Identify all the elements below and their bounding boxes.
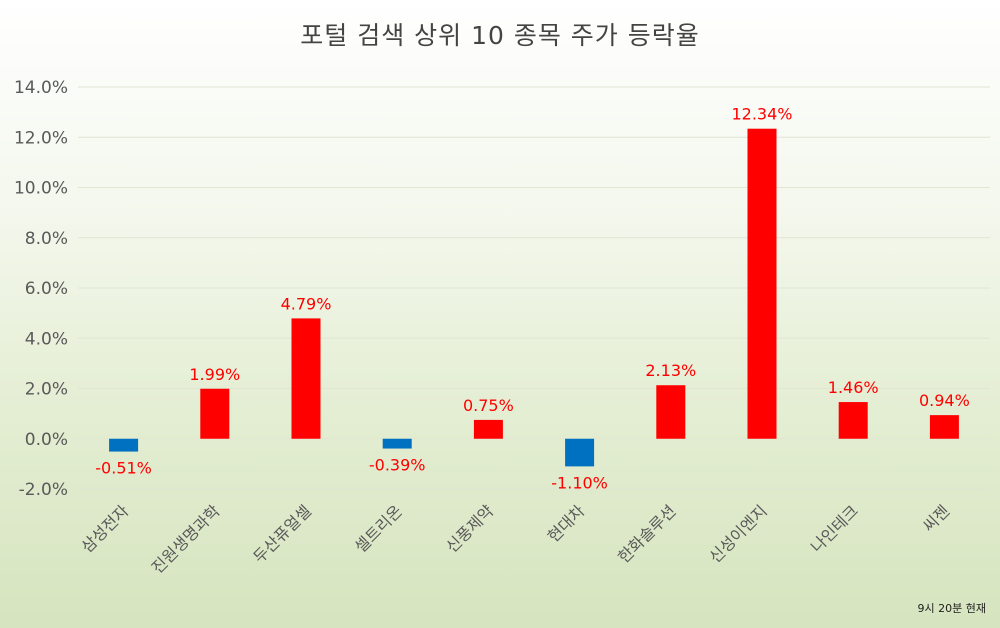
y-tick-label: 2.0% bbox=[25, 380, 68, 400]
y-tick-label: 6.0% bbox=[25, 279, 68, 299]
data-label: 0.75% bbox=[463, 396, 514, 415]
x-tick-label: 씨젠 bbox=[919, 501, 953, 535]
x-tick-label: 삼성전자 bbox=[77, 501, 132, 556]
bar bbox=[473, 419, 503, 439]
data-label: 12.34% bbox=[731, 105, 792, 124]
x-tick-label: 신성이엔지 bbox=[705, 501, 770, 566]
bar bbox=[747, 128, 777, 439]
footnote: 9시 20분 현재 bbox=[917, 602, 986, 615]
y-tick-label: 0.0% bbox=[25, 430, 68, 450]
x-tick-label: 신풍제약 bbox=[442, 501, 497, 556]
y-tick-label: 12.0% bbox=[14, 128, 68, 148]
bar bbox=[838, 402, 868, 439]
bar bbox=[565, 438, 595, 467]
bar bbox=[109, 438, 139, 452]
bar bbox=[291, 318, 321, 439]
data-label: 0.94% bbox=[919, 391, 970, 410]
data-label: 1.99% bbox=[189, 365, 240, 384]
bar bbox=[200, 388, 230, 439]
data-label: -0.51% bbox=[95, 459, 152, 478]
x-tick-label: 한화솔루션 bbox=[614, 501, 679, 566]
x-tick-label: 셀트리온 bbox=[351, 501, 406, 556]
data-label: 2.13% bbox=[645, 361, 696, 380]
bar bbox=[382, 438, 412, 449]
x-tick-label: 나인테크 bbox=[807, 501, 862, 556]
y-tick-label: 10.0% bbox=[14, 179, 68, 199]
y-tick-label: 4.0% bbox=[25, 329, 68, 349]
data-label: 4.79% bbox=[281, 294, 332, 313]
bar bbox=[656, 385, 686, 439]
x-tick-label: 진원생명과학 bbox=[148, 501, 224, 577]
y-tick-label: 14.0% bbox=[14, 78, 68, 98]
data-label: -1.10% bbox=[551, 473, 608, 492]
data-label: -0.39% bbox=[369, 456, 426, 475]
bar bbox=[929, 415, 959, 439]
chart-title: 포털 검색 상위 10 종목 주가 등락율 bbox=[300, 21, 700, 50]
y-tick-label: 8.0% bbox=[25, 229, 68, 249]
x-tick-label: 현대차 bbox=[544, 501, 589, 546]
x-tick-label: 두산퓨얼셀 bbox=[249, 501, 314, 566]
data-label: 1.46% bbox=[828, 378, 879, 397]
y-tick-label: -2.0% bbox=[19, 480, 68, 500]
